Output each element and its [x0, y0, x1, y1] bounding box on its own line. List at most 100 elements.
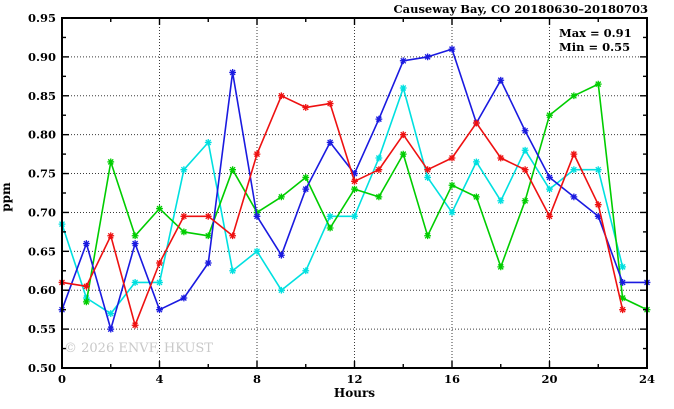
- green-series-marker: [472, 193, 480, 201]
- green-series-marker: [619, 294, 627, 302]
- blue-series-marker: [570, 193, 578, 201]
- green-series-marker: [180, 228, 188, 236]
- cyan-series-marker: [619, 263, 627, 271]
- green-series-line: [85, 83, 648, 311]
- x-tick-label: 24: [639, 372, 655, 386]
- y-tick-label: 0.80: [28, 128, 56, 142]
- cyan-series-marker: [107, 310, 115, 317]
- green-series-marker: [204, 232, 212, 240]
- green-series-marker: [156, 205, 163, 212]
- cyan-series-marker: [277, 286, 285, 294]
- y-tick-label: 0.60: [28, 283, 56, 297]
- cyan-series-marker: [229, 267, 237, 275]
- y-tick-label: 0.90: [28, 50, 56, 64]
- green-series-marker: [448, 181, 456, 189]
- y-tick-label: 0.65: [28, 244, 56, 258]
- max-annotation: Max = 0.91: [559, 26, 632, 40]
- blue-series-marker: [131, 240, 139, 247]
- cyan-series-marker: [253, 247, 261, 255]
- red-series-marker: [351, 177, 358, 185]
- green-series-marker: [546, 111, 553, 119]
- cyan-series-marker: [424, 174, 432, 181]
- x-tick-label: 20: [541, 372, 557, 386]
- cyan-series-marker: [399, 84, 407, 92]
- red-series-marker: [277, 92, 285, 100]
- cyan-series-marker: [546, 185, 553, 193]
- red-series-marker: [302, 104, 310, 111]
- blue-series-marker: [594, 212, 602, 220]
- y-tick-label: 0.55: [28, 322, 56, 336]
- cyan-series-marker: [448, 209, 456, 216]
- cyan-series-marker: [375, 154, 383, 162]
- blue-series-marker: [619, 279, 627, 286]
- blue-series-marker: [351, 170, 358, 177]
- red-series-marker: [204, 212, 212, 220]
- green-series-marker: [497, 263, 505, 271]
- y-tick-label: 0.85: [28, 89, 56, 103]
- watermark: © 2026 ENVF, HKUST: [64, 341, 213, 356]
- chart-title: Causeway Bay, CO 20180630–20180703: [393, 2, 648, 16]
- green-series-marker: [277, 193, 285, 201]
- green-series-marker: [424, 232, 432, 240]
- red-series-marker: [131, 321, 139, 329]
- cyan-series-marker: [204, 139, 212, 146]
- blue-series-marker: [326, 139, 334, 146]
- min-annotation: Min = 0.55: [559, 40, 631, 54]
- red-series-marker: [375, 166, 383, 174]
- blue-series-marker: [448, 45, 456, 53]
- green-series-marker: [107, 158, 115, 166]
- green-series-marker: [82, 298, 90, 306]
- red-series-marker: [570, 150, 578, 158]
- cyan-series-marker: [156, 279, 163, 286]
- cyan-series-line: [61, 87, 624, 315]
- cyan-series-marker: [302, 267, 310, 275]
- blue-series-marker: [546, 174, 553, 181]
- red-series-marker: [107, 232, 115, 240]
- red-series-marker: [472, 119, 480, 127]
- y-axis-label: ppm: [0, 182, 13, 212]
- blue-series-marker: [82, 240, 90, 247]
- cyan-series-marker: [351, 212, 358, 220]
- x-tick-label: 4: [155, 372, 163, 386]
- red-series-marker: [399, 131, 407, 139]
- red-series-marker: [521, 166, 529, 174]
- green-series-marker: [229, 166, 237, 174]
- cyan-series-marker: [180, 166, 188, 174]
- blue-series-marker: [424, 53, 432, 61]
- red-series-line: [61, 95, 624, 327]
- blue-series-marker: [107, 325, 115, 333]
- red-series-marker: [229, 232, 237, 240]
- red-series-marker: [180, 212, 188, 220]
- green-series-marker: [399, 150, 407, 158]
- blue-series-marker: [180, 294, 188, 302]
- cyan-series-marker: [594, 166, 602, 174]
- green-series-marker: [351, 185, 358, 193]
- cyan-series-marker: [497, 197, 505, 205]
- green-series-marker: [570, 92, 578, 100]
- y-tick-label: 0.95: [28, 11, 56, 25]
- x-tick-label: 16: [444, 372, 460, 386]
- red-series-marker: [326, 100, 334, 107]
- red-series-marker: [448, 154, 456, 162]
- blue-series-marker: [204, 259, 212, 267]
- max-min-annotation: Max = 0.91 Min = 0.55: [559, 26, 632, 54]
- red-series-marker: [546, 212, 553, 220]
- y-tick-label: 0.50: [28, 361, 56, 375]
- cyan-series-marker: [131, 279, 139, 286]
- blue-series-marker: [302, 185, 310, 193]
- green-series-marker: [594, 80, 602, 88]
- y-tick-label: 0.70: [28, 205, 56, 219]
- cyan-series-marker: [521, 146, 529, 154]
- red-series-marker: [497, 154, 505, 162]
- blue-series-marker: [375, 115, 383, 123]
- blue-series-marker: [156, 306, 163, 314]
- red-series-marker: [594, 201, 602, 209]
- red-series-marker: [619, 306, 627, 314]
- blue-series-marker: [229, 69, 237, 76]
- red-series-marker: [82, 282, 90, 290]
- x-tick-label: 0: [58, 372, 66, 386]
- x-tick-label: 8: [253, 372, 261, 386]
- blue-series-marker: [497, 76, 505, 84]
- red-series-marker: [253, 150, 261, 158]
